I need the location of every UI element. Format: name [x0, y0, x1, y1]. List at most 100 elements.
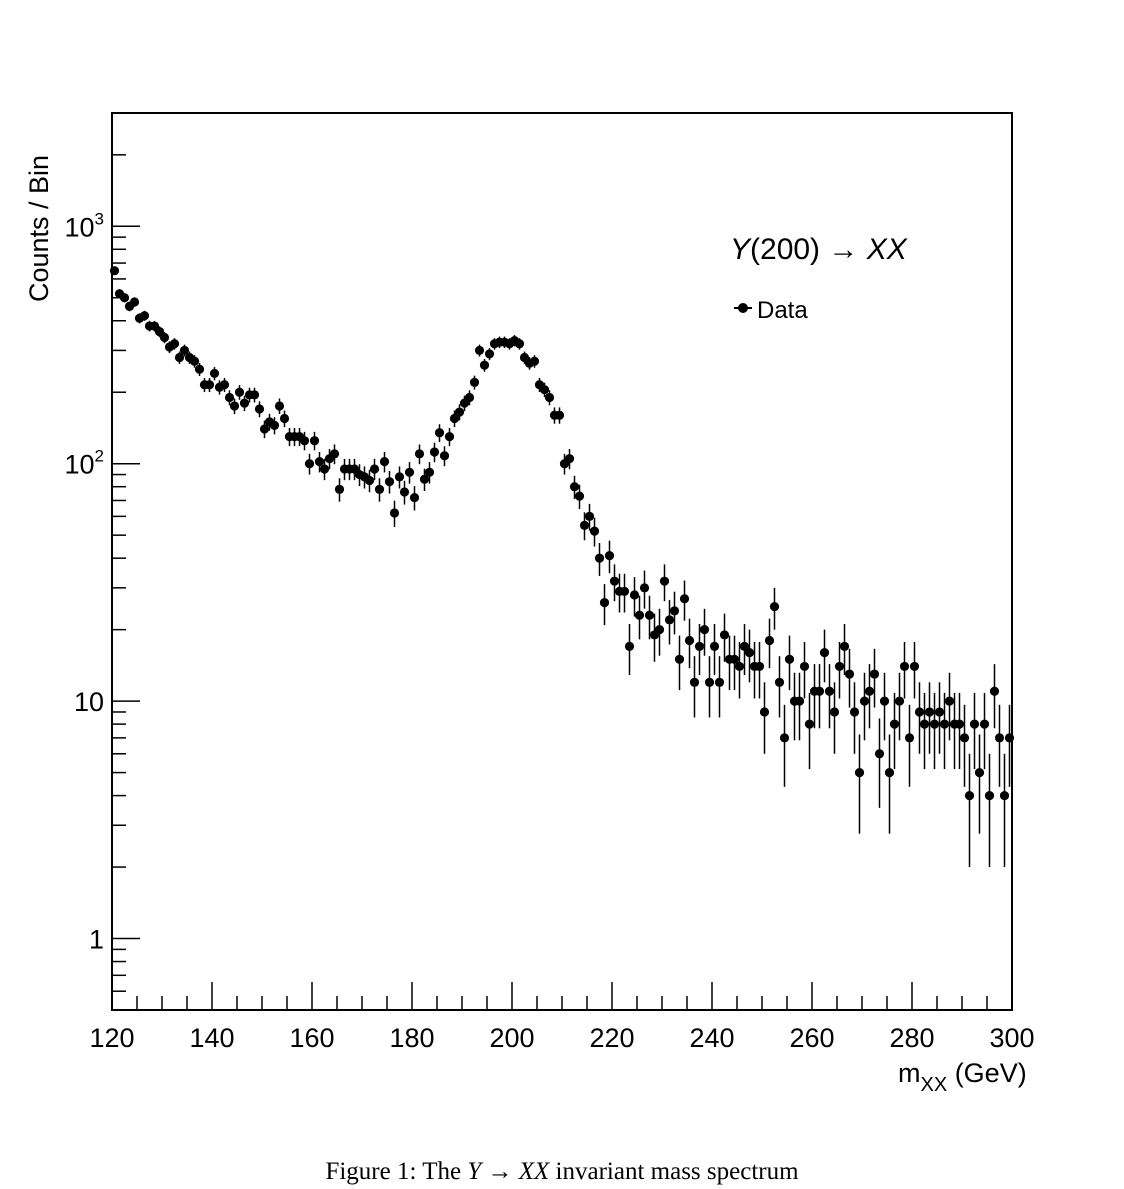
data-point — [994, 733, 1005, 743]
data-point — [574, 491, 585, 501]
data-point — [544, 392, 555, 403]
data-point — [764, 635, 775, 646]
data-point — [204, 380, 215, 390]
data-point — [329, 449, 340, 459]
data-point — [474, 345, 485, 356]
data-point — [744, 648, 755, 658]
data-point — [929, 719, 940, 729]
data-point — [419, 474, 430, 484]
data-point — [654, 625, 665, 635]
y-tick-label: 10 — [74, 687, 104, 717]
data-point — [889, 719, 900, 729]
chart-annotation: Y(200) → XX — [730, 233, 908, 266]
data-point — [624, 641, 635, 651]
data-point — [409, 492, 420, 503]
data-point — [334, 484, 345, 494]
data-point — [709, 641, 720, 651]
data-point — [379, 457, 390, 467]
caption-italic-xx: XX — [518, 1158, 550, 1185]
data-point — [639, 583, 650, 593]
data-point — [569, 482, 580, 492]
y-tick-label: 102 — [64, 447, 104, 480]
data-point — [224, 392, 235, 403]
data-point — [824, 686, 835, 696]
x-tick-label: 260 — [789, 1023, 834, 1053]
data-point — [629, 590, 640, 600]
data-point — [879, 696, 890, 706]
data-point — [254, 404, 265, 414]
data-point — [219, 380, 230, 390]
data-point — [529, 356, 540, 366]
data-point — [579, 520, 590, 530]
data-point — [699, 625, 710, 635]
data-point — [539, 385, 550, 395]
data-point — [869, 669, 880, 679]
data-point — [874, 749, 885, 759]
data-point — [689, 677, 700, 687]
x-tick-label: 280 — [889, 1023, 934, 1053]
x-tick-label: 120 — [89, 1023, 134, 1053]
data-point — [109, 266, 120, 276]
data-point — [189, 356, 200, 366]
data-point — [209, 368, 220, 379]
data-point — [364, 475, 375, 486]
x-tick-label: 240 — [689, 1023, 734, 1053]
y-tick-label: 103 — [64, 209, 104, 242]
data-point — [914, 707, 925, 717]
data-point — [434, 428, 445, 438]
chart: 120 140 160 180 200 220 240 260 280 300110102103 … — [24, 112, 1035, 1096]
data-point — [659, 576, 670, 586]
data-point — [794, 696, 805, 706]
data-point — [319, 464, 330, 474]
data-point — [179, 345, 190, 356]
x-tick-label: 160 — [289, 1023, 334, 1053]
data-point — [954, 719, 965, 729]
data-point — [384, 477, 395, 487]
data-point — [479, 360, 490, 370]
data-point — [424, 467, 435, 477]
x-tick-label: 140 — [189, 1023, 234, 1053]
data-point — [904, 733, 915, 743]
x-axis-label: mXX (GeV) — [898, 1058, 1027, 1096]
data-point — [554, 410, 565, 420]
data-point — [784, 654, 795, 664]
data-point — [754, 661, 765, 672]
data-point — [714, 677, 725, 687]
data-point — [229, 401, 240, 411]
data-point — [139, 311, 150, 321]
data-point — [634, 610, 645, 620]
data-point — [704, 677, 715, 687]
data-point — [454, 407, 465, 417]
data-point — [594, 553, 605, 563]
data-point — [394, 472, 405, 482]
data-point — [984, 790, 995, 801]
data-point — [274, 401, 285, 411]
data-point — [589, 526, 600, 536]
data-point — [604, 551, 615, 561]
data-point — [864, 686, 875, 696]
data-point — [469, 377, 480, 387]
data-point — [194, 364, 205, 374]
data-point — [774, 677, 785, 687]
data-point — [759, 707, 770, 717]
data-point — [119, 293, 130, 303]
data-point — [389, 508, 400, 518]
data-point — [169, 339, 180, 349]
data-point — [834, 661, 845, 672]
data-point — [269, 420, 280, 430]
data-point — [839, 641, 850, 651]
caption-prefix: Figure 1: The — [325, 1158, 468, 1185]
data-point — [739, 641, 750, 651]
data-point — [239, 398, 250, 408]
data-point — [429, 447, 440, 457]
legend-label-data: Data — [757, 297, 808, 324]
data-point — [844, 669, 855, 679]
data-point — [909, 661, 920, 672]
data-point — [944, 696, 955, 706]
caption-arrow: → — [481, 1158, 519, 1185]
data-point — [999, 790, 1010, 801]
data-point — [819, 648, 830, 658]
data-point — [934, 707, 945, 717]
data-point — [734, 661, 745, 672]
error-bars — [113, 266, 1011, 868]
